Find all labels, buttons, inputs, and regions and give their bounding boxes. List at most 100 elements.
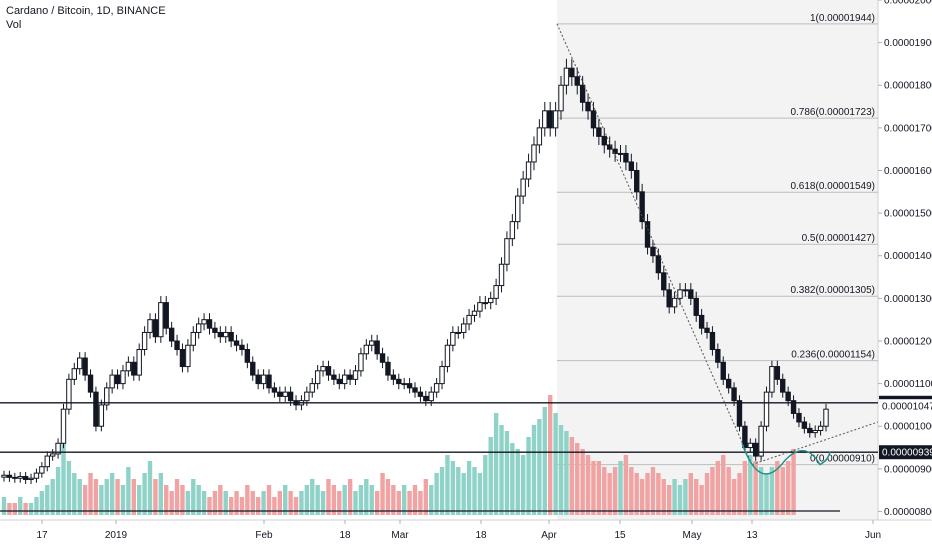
volume-bar <box>88 473 93 515</box>
x-tick-label: 2019 <box>105 530 128 541</box>
volume-bar <box>93 479 99 515</box>
volume-bar <box>396 491 401 515</box>
fib-level-label: 0.786(0.00001723) <box>790 107 875 118</box>
volume-bar <box>623 455 629 515</box>
candle-body <box>671 297 678 308</box>
x-tick-label: Feb <box>255 530 273 541</box>
volume-bar <box>320 491 326 515</box>
volume-bar <box>483 455 488 515</box>
volume-bar <box>191 479 196 515</box>
volume-bar <box>547 395 553 515</box>
candle-body <box>433 383 440 393</box>
candle-body <box>504 238 510 265</box>
volume-bar <box>672 479 677 515</box>
volume-bar <box>531 425 537 515</box>
candle-body <box>320 366 326 372</box>
candle-body <box>287 391 294 402</box>
volume-bar <box>142 473 147 515</box>
candle-body <box>488 297 494 304</box>
candle-body <box>223 331 229 338</box>
volume-bar <box>174 479 180 515</box>
candle-body <box>731 387 737 402</box>
volume-bar <box>310 479 315 515</box>
volume-bar <box>434 473 439 515</box>
volume-bar <box>488 437 493 515</box>
candle-body <box>558 84 564 112</box>
volume-bar <box>180 485 185 515</box>
volume-bar <box>169 491 174 515</box>
candle-body <box>807 427 813 434</box>
volume-bar <box>120 485 126 515</box>
candle-body <box>704 327 710 333</box>
candle-body <box>396 378 402 385</box>
volume-bar <box>315 485 320 515</box>
volume-bar <box>401 485 407 515</box>
candle-body <box>206 319 213 329</box>
candle-body <box>277 391 283 397</box>
candle-body <box>66 378 72 410</box>
candle-body <box>644 221 651 248</box>
candle-body <box>542 110 548 129</box>
volume-bar <box>661 479 666 515</box>
volume-bar <box>456 467 461 515</box>
candle-body <box>6 474 13 478</box>
volume-bar <box>164 485 169 515</box>
candle-body <box>12 476 18 479</box>
candle-body <box>417 391 424 397</box>
volume-bar <box>666 485 672 515</box>
volume-bar <box>694 479 699 515</box>
volume-bar <box>28 503 34 515</box>
volume-bar <box>737 473 742 515</box>
volume-bar <box>461 473 466 515</box>
volume-bar <box>726 467 731 515</box>
candle-body <box>482 302 489 305</box>
volume-bar <box>245 485 250 515</box>
candle-body <box>401 383 407 386</box>
volume-bar <box>61 443 66 515</box>
candle-body <box>217 331 224 338</box>
fib-shaded-region <box>557 0 878 520</box>
volume-bar <box>775 461 780 515</box>
candle-body <box>82 357 88 376</box>
candle-body <box>331 374 337 380</box>
candle-body <box>780 378 786 393</box>
candle-body <box>49 453 56 457</box>
volume-bar <box>99 485 104 515</box>
volume-bar <box>429 485 434 515</box>
svg-text:0.00000939: 0.00000939 <box>882 448 932 459</box>
volume-bar <box>445 455 450 515</box>
volume-bar <box>493 413 499 515</box>
y-tick-label: 0.00001200 <box>884 336 932 347</box>
volume-bar <box>342 485 347 515</box>
candle-body <box>715 349 721 363</box>
candle-body <box>444 344 451 368</box>
candle-body <box>104 387 110 406</box>
candle-body <box>634 169 640 193</box>
volume-bar <box>423 479 429 515</box>
fib-level-label: 0.236(0.00001154) <box>791 350 875 361</box>
volume-bar <box>299 491 304 515</box>
candle-body <box>109 374 115 389</box>
volume-bar <box>391 485 396 515</box>
candle-body <box>650 246 656 257</box>
candle-body <box>493 285 499 299</box>
candle-body <box>239 344 245 351</box>
candle-body <box>596 127 602 137</box>
volume-bar <box>542 407 547 515</box>
candle-body <box>250 361 256 376</box>
candle-body <box>742 425 748 449</box>
volume-bar <box>515 449 520 515</box>
fib-level-label: 0.382(0.00001305) <box>790 285 875 296</box>
candle-body <box>693 297 699 316</box>
candle-body <box>736 400 743 427</box>
volume-bar <box>758 467 764 515</box>
volume-bar <box>656 473 661 515</box>
candle-body <box>666 289 672 308</box>
y-tick-label: 0.00001900 <box>884 38 932 49</box>
volume-bar <box>201 491 207 515</box>
candle-body <box>606 144 613 150</box>
volume-bar <box>50 479 55 515</box>
volume-bar <box>634 473 639 515</box>
volume-bar <box>558 425 564 515</box>
